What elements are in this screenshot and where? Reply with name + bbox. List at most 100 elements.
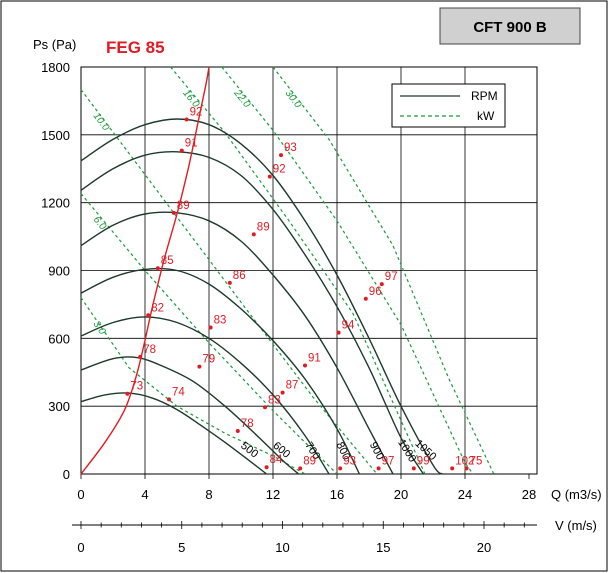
- efficiency-curve: [80, 66, 210, 475]
- x-tick-label: 4: [141, 487, 148, 502]
- efficiency-point-label: 89: [177, 200, 190, 212]
- x-tick-label: 0: [77, 487, 84, 502]
- efficiency-point-label: 75: [470, 455, 483, 467]
- efficiency-point: [336, 330, 341, 335]
- efficiency-point-label: 78: [241, 418, 254, 430]
- efficiency-point-label: 94: [342, 320, 355, 332]
- rpm-curve: [80, 151, 424, 475]
- rpm-curve: [80, 211, 394, 475]
- x-tick-label: 24: [458, 487, 472, 502]
- y-tick-labels: 0 300 600 900 1200 1500 1800: [41, 60, 70, 482]
- chart-title: CFT 900 B: [473, 19, 547, 36]
- y-tick-label: 1800: [41, 60, 70, 75]
- efficiency-point: [363, 296, 368, 301]
- efficiency-points: 73 74 78 79 82 83 85 86 89 89 91 92 92 93 94 91 87 83 78 84…: [125, 106, 483, 471]
- efficiency-point: [264, 465, 269, 470]
- efficiency-point: [208, 325, 213, 330]
- legend-kw-label: kW: [477, 109, 495, 123]
- efficiency-point: [197, 364, 202, 369]
- efficiency-point-label: 89: [257, 221, 270, 233]
- rpm-curve: [80, 118, 444, 475]
- y-tick-label: 300: [48, 399, 70, 414]
- x-tick-labels: 0 4 8 12 16 20 24 28: [77, 474, 536, 502]
- efficiency-point-label: 97: [385, 271, 398, 283]
- efficiency-curve: [80, 66, 210, 475]
- efficiency-point-label: 78: [143, 344, 156, 356]
- efficiency-point-label: 89: [303, 455, 316, 467]
- efficiency-point: [171, 210, 176, 215]
- efficiency-point: [280, 390, 285, 395]
- efficiency-point-label: 91: [185, 138, 198, 150]
- efficiency-point-label: 83: [214, 314, 227, 326]
- x-tick-label: 8: [205, 487, 212, 502]
- velocity-tick-label: 20: [477, 540, 491, 555]
- velocity-tick-label: 0: [77, 540, 84, 555]
- efficiency-point-label: 85: [161, 255, 174, 267]
- grid: [80, 66, 538, 475]
- title-box: [439, 7, 581, 45]
- efficiency-point-label: 102: [455, 455, 474, 467]
- rpm-curve: [80, 356, 300, 475]
- efficiency-point: [303, 363, 307, 368]
- legend-box: [391, 83, 506, 128]
- efficiency-point: [267, 174, 272, 179]
- kw-curve: [221, 66, 474, 475]
- efficiency-point-label: 92: [273, 164, 286, 176]
- efficiency-point: [251, 232, 256, 237]
- y-axis-label: Ps (Pa): [33, 37, 76, 52]
- rpm-curve: [80, 267, 361, 475]
- efficiency-point-label: 92: [190, 106, 203, 118]
- velocity-tick-label: 10: [275, 540, 289, 555]
- efficiency-point-label: 96: [369, 286, 382, 298]
- efficiency-point: [235, 429, 240, 434]
- efficiency-point-label: 86: [233, 270, 246, 282]
- efficiency-point-label: 97: [382, 455, 395, 467]
- velocity-axis: 0 5 10 15 20: [72, 521, 537, 555]
- y-tick-label: 600: [48, 331, 70, 346]
- kw-curve: [80, 297, 306, 475]
- efficiency-point-label: 79: [202, 354, 215, 366]
- efficiency-point: [167, 397, 171, 402]
- y-tick-label: 0: [63, 467, 70, 482]
- efficiency-point: [184, 117, 189, 122]
- efficiency-point: [298, 466, 303, 471]
- velocity-tick-label: 5: [178, 540, 185, 555]
- kw-curve: [80, 193, 338, 475]
- efficiency-point-label: 93: [343, 455, 356, 467]
- efficiency-point: [146, 313, 151, 318]
- efficiency-point: [464, 466, 469, 471]
- efficiency-point-label: 73: [130, 381, 143, 393]
- x2-axis-label: V (m/s): [555, 518, 597, 533]
- x-tick-label: 12: [266, 487, 280, 502]
- x-tick-label: 28: [522, 487, 536, 502]
- rpm-curve: [80, 392, 268, 475]
- efficiency-point-label: 93: [284, 142, 297, 154]
- efficiency-point: [279, 153, 283, 158]
- kw-curve: [170, 66, 426, 475]
- kw-curve: [80, 89, 378, 475]
- efficiency-point: [155, 266, 160, 271]
- efficiency-point: [376, 466, 381, 471]
- x-tick-label: 20: [394, 487, 408, 502]
- x-tick-label: 16: [330, 487, 344, 502]
- efficiency-point: [263, 405, 267, 410]
- efficiency-point: [379, 282, 384, 287]
- legend-rpm-label: RPM: [471, 89, 498, 103]
- x-axis-label: Q (m3/s): [551, 487, 602, 502]
- y-tick-label: 900: [48, 264, 70, 279]
- velocity-tick-label: 15: [376, 540, 390, 555]
- kw-curves: 3.06.010.016.0 22.0 30.0: [80, 66, 495, 475]
- efficiency-point: [450, 466, 455, 471]
- rpm-curve: [80, 316, 330, 475]
- efficiency-point-label: 82: [151, 302, 164, 314]
- efficiency-point-label: 91: [308, 352, 321, 364]
- kw-curve: [272, 66, 495, 475]
- efficiency-point: [179, 148, 184, 153]
- model-label: FEG 85: [106, 38, 165, 57]
- efficiency-point: [227, 280, 232, 285]
- efficiency-point-label: 83: [268, 394, 281, 406]
- y-tick-label: 1500: [41, 128, 70, 143]
- legend: RPM kW: [391, 83, 506, 128]
